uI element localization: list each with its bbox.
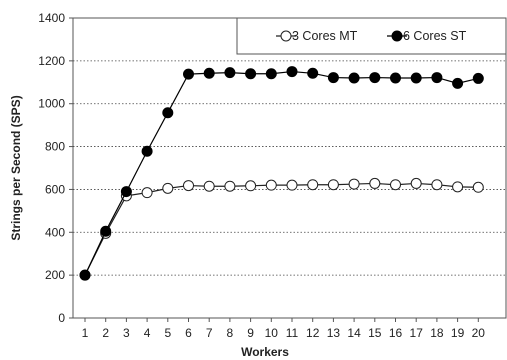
gridlines <box>73 60 506 276</box>
x-tick-label-10: 10 <box>265 326 279 340</box>
y-tick-label-600: 600 <box>45 182 65 196</box>
data-point-s0-12 <box>307 179 319 191</box>
data-point-s0-16 <box>390 179 401 191</box>
x-tick-label-15: 15 <box>368 326 382 340</box>
x-tick-label-9: 9 <box>247 326 254 340</box>
x-tick-label-17: 17 <box>410 326 424 340</box>
x-tick-label-16: 16 <box>389 326 403 340</box>
data-point-s0-17 <box>410 177 422 189</box>
data-point-s0-4 <box>141 187 153 199</box>
data-point-s1-15 <box>369 72 381 84</box>
y-tick-label-400: 400 <box>45 225 65 239</box>
y-tick-label-800: 800 <box>45 140 65 154</box>
x-tick-label-8: 8 <box>227 326 234 340</box>
x-tick-label-1: 1 <box>82 326 89 340</box>
data-point-s0-18 <box>431 179 443 191</box>
data-point-s1-17 <box>410 72 422 84</box>
x-tick-label-20: 20 <box>472 326 486 340</box>
data-point-s0-6 <box>183 180 194 192</box>
data-point-s0-7 <box>203 180 215 192</box>
data-point-s1-10 <box>265 68 277 80</box>
x-tick-label-6: 6 <box>185 326 192 340</box>
data-point-s0-8 <box>224 180 236 192</box>
x-tick-label-13: 13 <box>327 326 341 340</box>
data-point-s1-16 <box>390 72 401 84</box>
data-point-s0-19 <box>452 181 464 193</box>
x-tick-label-7: 7 <box>206 326 213 340</box>
data-point-s0-20 <box>472 181 484 193</box>
data-point-s1-3 <box>120 186 132 198</box>
x-tick-label-11: 11 <box>286 326 299 340</box>
data-point-s0-9 <box>245 180 257 192</box>
data-point-s1-2 <box>100 225 112 237</box>
x-axis: 1 2 3 4 5 6 7 8 9 10 11 12 13 14 15 16 17 18 19 20 <box>82 318 486 340</box>
legend-label-3-cores-mt: 3 Cores MT <box>292 29 358 43</box>
y-tick-label-1400: 1400 <box>38 11 65 25</box>
legend-label-6-cores-st: 6 Cores ST <box>403 29 467 43</box>
data-point-s1-13 <box>327 72 339 84</box>
legend: 3 Cores MT 6 Cores ST <box>236 17 507 55</box>
legend-item-3-cores-mt: 3 Cores MT <box>276 29 358 43</box>
x-tick-label-19: 19 <box>451 326 465 340</box>
data-point-s1-12 <box>307 67 319 79</box>
x-tick-label-5: 5 <box>164 326 171 340</box>
series-3-cores-mt <box>79 177 484 281</box>
data-point-s1-7 <box>203 67 215 79</box>
data-point-s0-15 <box>369 177 381 189</box>
x-tick-label-2: 2 <box>102 326 109 340</box>
data-point-s1-4 <box>141 145 153 157</box>
y-axis: 0 200 400 600 800 1000 1200 1400 <box>38 11 73 325</box>
data-point-s0-11 <box>286 179 298 191</box>
x-tick-label-12: 12 <box>306 326 320 340</box>
series-line-1 <box>84 70 479 276</box>
legend-marker-open-circle <box>280 30 292 42</box>
data-point-s0-13 <box>327 179 339 191</box>
data-point-s0-10 <box>265 179 277 191</box>
data-point-s0-5 <box>162 182 174 194</box>
data-point-s1-18 <box>431 72 443 84</box>
data-point-s1-1 <box>79 269 91 281</box>
data-point-s1-11 <box>286 66 298 78</box>
data-point-s1-14 <box>348 72 360 84</box>
legend-item-6-cores-st: 6 Cores ST <box>387 29 467 43</box>
x-tick-label-4: 4 <box>144 326 151 340</box>
x-axis-title: Workers <box>241 345 289 359</box>
data-point-s1-6 <box>183 68 194 80</box>
legend-marker-filled-circle <box>391 30 403 42</box>
data-point-s1-9 <box>245 68 257 80</box>
data-point-s0-14 <box>348 178 360 190</box>
series-line-0 <box>84 182 479 276</box>
x-tick-label-18: 18 <box>430 326 444 340</box>
series-layer <box>79 66 484 281</box>
x-tick-label-14: 14 <box>347 326 361 340</box>
y-tick-label-1200: 1200 <box>38 54 65 68</box>
y-tick-label-200: 200 <box>45 268 65 282</box>
data-point-s1-8 <box>224 67 236 79</box>
y-tick-label-1000: 1000 <box>38 97 65 111</box>
data-point-s1-20 <box>472 72 484 84</box>
data-point-s1-5 <box>162 107 174 119</box>
x-tick-label-3: 3 <box>123 326 130 340</box>
data-point-s1-19 <box>452 77 464 89</box>
series-6-cores-st <box>79 66 484 281</box>
y-axis-title: Strings per Second (SPS) <box>9 95 23 240</box>
y-tick-label-0: 0 <box>58 311 65 325</box>
